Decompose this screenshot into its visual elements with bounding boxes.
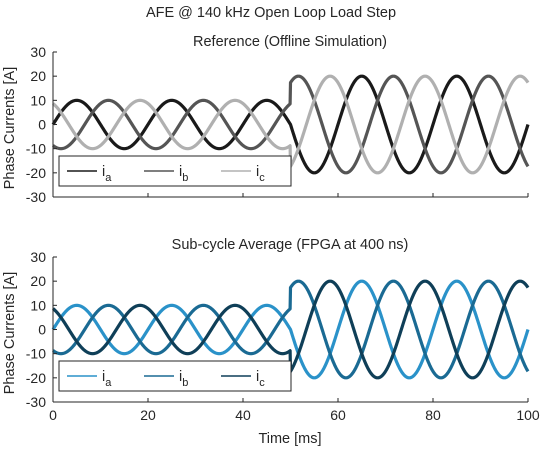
y-tick-label: -10 [26, 141, 46, 157]
y-tick-label: 20 [30, 68, 46, 84]
x-tick-label: 20 [140, 407, 156, 423]
subplot-reference: Reference (Offline Simulation) Phase Cur… [2, 34, 530, 205]
y-tick-label: 20 [30, 273, 46, 289]
series-line-a [51, 279, 530, 380]
y-axis-label: Phase Currents [A] [2, 272, 18, 395]
y-tick-label: -20 [26, 165, 46, 181]
legend-label-c: ic [256, 369, 265, 389]
legend: ia ib ic [58, 360, 292, 392]
subplot-title: Reference (Offline Simulation) [193, 34, 387, 50]
legend-box [58, 155, 292, 187]
series-line-b [51, 279, 530, 380]
y-tick-label: 30 [30, 44, 46, 60]
y-tick-label: 30 [30, 249, 46, 265]
legend-label-a: ia [102, 369, 112, 389]
y-tick-label: 0 [38, 322, 46, 338]
legend-label-a: ia [102, 164, 112, 184]
figure-title: AFE @ 140 kHz Open Loop Load Step [146, 5, 396, 21]
subplot-fpga: Sub-cycle Average (FPGA at 400 ns) Phase… [2, 237, 540, 423]
x-tick-label: 100 [516, 407, 540, 423]
x-tick-label: 0 [49, 407, 57, 423]
y-axis-label: Phase Currents [A] [2, 67, 18, 190]
y-ticks: 30 20 10 0 -10 -20 -30 [26, 249, 57, 410]
y-tick-label: 10 [30, 297, 46, 313]
legend-label-b: ib [179, 369, 188, 389]
legend-label-c: ic [256, 164, 265, 184]
y-tick-label: -10 [26, 346, 46, 362]
legend-label-b: ib [179, 164, 188, 184]
legend: ia ib ic [58, 155, 292, 187]
x-ticks [52, 193, 529, 197]
y-tick-label: -20 [26, 370, 46, 386]
y-tick-label: 0 [38, 117, 46, 133]
series-line-a [51, 74, 530, 175]
x-tick-label: 40 [235, 407, 251, 423]
x-tick-label: 80 [425, 407, 441, 423]
y-tick-label: -30 [26, 394, 46, 410]
y-tick-label: -30 [26, 189, 46, 205]
series-line-b [51, 74, 530, 175]
y-ticks: 30 20 10 0 -10 -20 -30 [26, 44, 57, 205]
legend-box [58, 360, 292, 392]
y-tick-label: 10 [30, 92, 46, 108]
x-tick-label: 60 [330, 407, 346, 423]
x-ticks: 0 20 40 60 80 100 [49, 398, 540, 423]
x-axis-label: Time [ms] [258, 431, 321, 447]
subplot-title: Sub-cycle Average (FPGA at 400 ns) [172, 237, 409, 253]
